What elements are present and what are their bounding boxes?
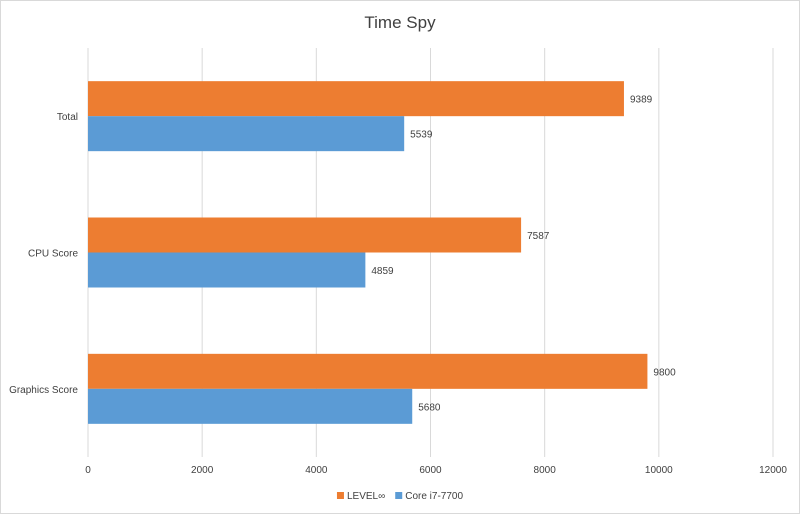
- legend: LEVEL∞ Core i7-7700: [336, 491, 463, 502]
- x-tick-label: 8000: [534, 465, 557, 476]
- data-label: 9389: [630, 95, 653, 106]
- data-label: 9800: [653, 367, 676, 378]
- category-label: CPU Score: [28, 249, 78, 260]
- legend-label: Core i7-7700: [405, 491, 463, 502]
- x-tick-label: 0: [85, 465, 91, 476]
- data-label: 5539: [410, 130, 433, 141]
- legend-item-series-0: LEVEL∞: [336, 491, 385, 502]
- data-label: 5680: [418, 402, 441, 413]
- legend-swatch: [336, 492, 344, 499]
- x-tick-label: 12000: [759, 465, 787, 476]
- bar-total-series-1: [88, 116, 405, 152]
- data-label: 4859: [371, 266, 394, 277]
- bar-cpu-score-series-0: [88, 217, 522, 253]
- chart-title: Time Spy: [364, 13, 436, 32]
- legend-swatch: [395, 492, 403, 499]
- bar-total-series-0: [88, 81, 624, 117]
- x-tick-label: 4000: [305, 465, 328, 476]
- legend-label: LEVEL∞: [347, 491, 385, 502]
- category-labels: Total CPU Score Graphics Score: [9, 112, 78, 396]
- bars: [88, 81, 648, 424]
- data-labels: 9389 5539 7587 4859 9800 5680: [371, 95, 676, 414]
- category-label: Total: [57, 112, 78, 123]
- bar-graphics-score-series-0: [88, 353, 648, 389]
- x-tick-label: 10000: [645, 465, 673, 476]
- x-tick-label: 2000: [191, 465, 214, 476]
- data-label: 7587: [527, 231, 550, 242]
- category-label: Graphics Score: [9, 385, 78, 396]
- bar-cpu-score-series-1: [88, 252, 366, 288]
- legend-item-series-1: Core i7-7700: [395, 491, 463, 502]
- bar-graphics-score-series-1: [88, 388, 413, 424]
- x-tick-label: 6000: [419, 465, 442, 476]
- x-axis-ticks: 0 2000 4000 6000 8000 10000 12000: [85, 465, 787, 476]
